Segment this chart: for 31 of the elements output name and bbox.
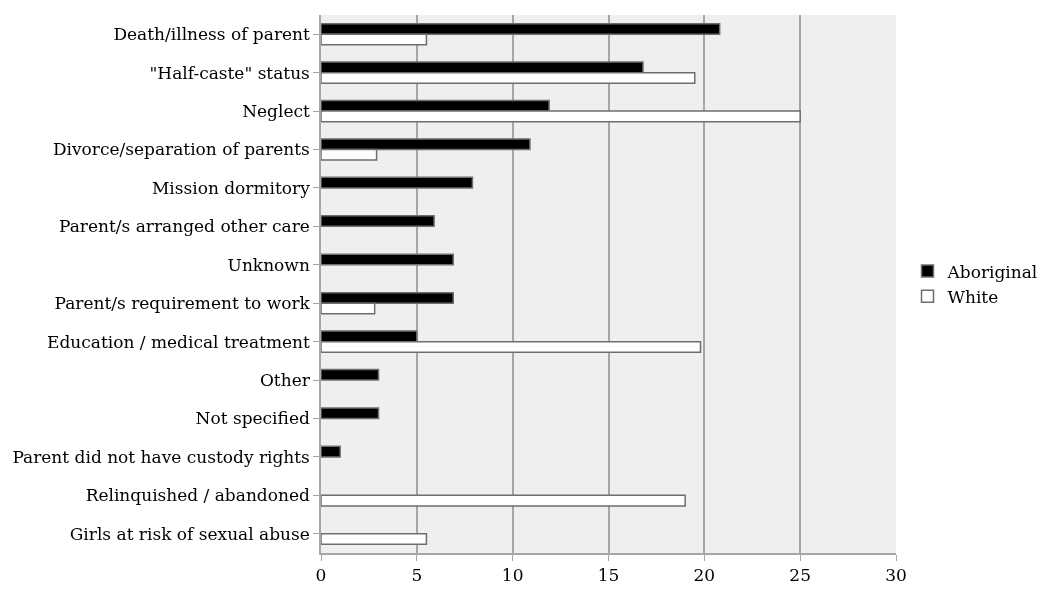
bar	[321, 215, 435, 228]
y-tick-label: Relinquished / abandoned	[85, 485, 310, 506]
y-tick-label: Parent did not have custody rights	[12, 446, 310, 467]
y-tick-label: Parent/s arranged other care	[59, 216, 310, 237]
y-tick-label: Death/illness of parent	[113, 24, 311, 45]
bar	[321, 494, 686, 507]
legend-label: Aboriginal	[946, 261, 1038, 282]
bar	[321, 407, 380, 420]
y-tick-label: "Half-caste" status	[149, 62, 310, 83]
x-tick-label: 20	[693, 565, 716, 586]
x-tick-label: 10	[501, 565, 524, 586]
y-tick-label: Not specified	[195, 408, 310, 429]
x-tick-label: 25	[789, 565, 811, 586]
bar	[321, 445, 341, 458]
y-tick-label: Mission dormitory	[151, 177, 311, 198]
x-tick-label: 15	[597, 565, 620, 586]
legend-label: White	[947, 286, 999, 307]
y-tick-label: Parent/s requirement to work	[54, 293, 311, 314]
x-tick-label: 0	[315, 565, 327, 586]
y-tick-label: Divorce/separation of parents	[52, 139, 310, 160]
bar	[321, 176, 474, 189]
x-tick-label: 5	[411, 565, 423, 586]
bar	[321, 368, 380, 381]
y-tick-label: Neglect	[242, 101, 311, 122]
x-tick-label: 30	[885, 565, 907, 586]
bar	[321, 533, 428, 546]
y-tick-label: Other	[259, 370, 311, 391]
y-tick-label: Unknown	[227, 254, 310, 275]
y-tick-label: Education / medical treatment	[47, 331, 311, 352]
bar	[321, 253, 454, 266]
y-tick-label: Girls at risk of sexual abuse	[69, 523, 310, 544]
